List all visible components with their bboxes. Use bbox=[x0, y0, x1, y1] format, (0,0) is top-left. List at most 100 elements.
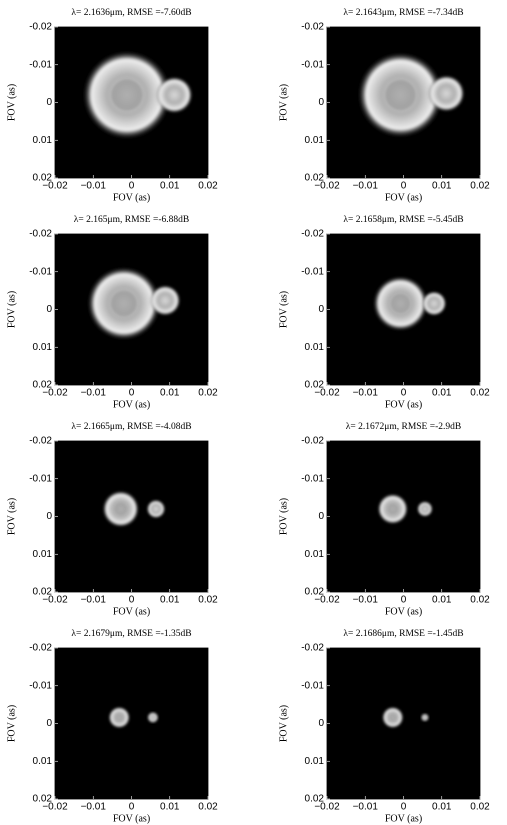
chart-title: λ= 2.1672μm, RMSE =-2.9dB bbox=[346, 422, 461, 432]
x-tick-label: 0.02 bbox=[198, 595, 218, 606]
companion-blob bbox=[427, 75, 465, 112]
chart-title: λ= 2.1658μm, RMSE =-5.45dB bbox=[343, 215, 463, 225]
image-background bbox=[327, 648, 480, 799]
x-tick-label: 0.02 bbox=[198, 388, 218, 399]
y-tick-label: 0.02 bbox=[305, 173, 325, 184]
image-panel bbox=[55, 234, 208, 385]
x-tick-label: −0.01 bbox=[353, 802, 379, 813]
y-axis-label: FOV (as) bbox=[278, 291, 289, 328]
y-tick-label: -0.01 bbox=[29, 473, 52, 484]
chart-title: λ= 2.1679μm, RMSE =-1.35dB bbox=[71, 629, 191, 639]
y-tick-label: 0.02 bbox=[305, 794, 325, 805]
x-tick-label: 0.01 bbox=[432, 181, 452, 192]
y-tick-label: -0.01 bbox=[301, 680, 324, 691]
chart-title: λ= 2.165μm, RMSE =-6.88dB bbox=[74, 215, 189, 225]
x-tick-label: 0.02 bbox=[198, 802, 218, 813]
x-tick-label: −0.02 bbox=[314, 388, 340, 399]
source-blob bbox=[387, 503, 399, 515]
x-tick-label: 0.01 bbox=[432, 802, 452, 813]
x-tick-label: 0.02 bbox=[470, 181, 490, 192]
x-tick-label: 0.01 bbox=[160, 388, 180, 399]
y-axis-label: FOV (as) bbox=[6, 291, 17, 328]
x-tick-label: 0.01 bbox=[160, 595, 180, 606]
y-tick-label: -0.01 bbox=[29, 59, 52, 70]
y-tick-label: 0.01 bbox=[33, 549, 53, 560]
chart-title: λ= 2.1665μm, RMSE =-4.08dB bbox=[71, 422, 191, 432]
y-tick-label: 0.02 bbox=[33, 587, 53, 598]
x-tick-label: −0.01 bbox=[353, 181, 379, 192]
y-axis-label: FOV (as) bbox=[6, 84, 17, 121]
x-tick-label: −0.02 bbox=[42, 181, 68, 192]
x-tick-label: 0 bbox=[401, 181, 407, 192]
y-tick-label: -0.02 bbox=[29, 22, 52, 33]
y-tick-label: 0 bbox=[46, 97, 52, 108]
x-tick-label: −0.02 bbox=[314, 802, 340, 813]
y-tick-label: -0.01 bbox=[301, 266, 324, 277]
companion-blob bbox=[149, 285, 181, 316]
source-blob bbox=[115, 713, 124, 722]
y-tick-label: 0.01 bbox=[305, 549, 325, 560]
x-tick-label: 0.01 bbox=[432, 595, 452, 606]
y-tick-label: 0.02 bbox=[33, 380, 53, 391]
x-axis-label: FOV (as) bbox=[113, 606, 150, 617]
x-axis-label: FOV (as) bbox=[113, 192, 150, 203]
y-tick-label: 0 bbox=[46, 511, 52, 522]
x-tick-label: −0.01 bbox=[353, 595, 379, 606]
y-tick-label: 0.01 bbox=[33, 342, 53, 353]
y-axis-label: FOV (as) bbox=[278, 84, 289, 121]
x-tick-label: −0.02 bbox=[314, 181, 340, 192]
x-tick-label: 0 bbox=[129, 181, 135, 192]
y-axis-label: FOV (as) bbox=[278, 705, 289, 742]
y-tick-label: 0.02 bbox=[33, 794, 53, 805]
source-blob bbox=[111, 79, 143, 111]
y-axis-label: FOV (as) bbox=[6, 705, 17, 742]
image-panel bbox=[327, 27, 480, 178]
companion-blob bbox=[421, 713, 429, 722]
x-tick-label: −0.01 bbox=[81, 181, 107, 192]
y-tick-label: 0.01 bbox=[305, 342, 325, 353]
x-tick-label: 0.01 bbox=[432, 388, 452, 399]
image-panel bbox=[327, 648, 480, 799]
source-blob bbox=[385, 79, 416, 110]
y-tick-label: 0 bbox=[318, 97, 324, 108]
x-axis-label: FOV (as) bbox=[385, 399, 422, 410]
x-tick-label: 0 bbox=[401, 595, 407, 606]
y-tick-label: 0.01 bbox=[305, 756, 325, 767]
y-tick-label: 0 bbox=[318, 718, 324, 729]
x-axis-label: FOV (as) bbox=[113, 399, 150, 410]
y-tick-label: -0.01 bbox=[301, 473, 324, 484]
x-tick-label: 0.01 bbox=[160, 181, 180, 192]
companion-blob bbox=[421, 291, 447, 316]
x-tick-label: 0 bbox=[401, 388, 407, 399]
y-tick-label: 0.02 bbox=[305, 380, 325, 391]
y-tick-label: -0.02 bbox=[301, 436, 324, 447]
source-blob bbox=[110, 290, 137, 317]
x-tick-label: −0.02 bbox=[42, 388, 68, 399]
y-tick-label: -0.01 bbox=[29, 266, 52, 277]
chart-title: λ= 2.1643μm, RMSE =-7.34dB bbox=[343, 8, 463, 18]
y-tick-label: -0.02 bbox=[301, 643, 324, 654]
chart-title: λ= 2.1636μm, RMSE =-7.60dB bbox=[71, 8, 191, 18]
x-tick-label: 0.01 bbox=[160, 802, 180, 813]
y-tick-label: 0 bbox=[46, 718, 52, 729]
y-axis-label: FOV (as) bbox=[278, 498, 289, 535]
y-tick-label: -0.01 bbox=[301, 59, 324, 70]
y-tick-label: -0.02 bbox=[29, 643, 52, 654]
x-tick-label: −0.01 bbox=[81, 802, 107, 813]
x-tick-label: 0 bbox=[401, 802, 407, 813]
y-tick-label: -0.02 bbox=[29, 229, 52, 240]
x-tick-label: −0.02 bbox=[42, 802, 68, 813]
companion-blob bbox=[417, 501, 433, 517]
image-panel bbox=[327, 234, 480, 385]
x-tick-label: 0 bbox=[129, 595, 135, 606]
source-blob bbox=[114, 502, 128, 516]
source-blob bbox=[389, 713, 397, 722]
x-axis-label: FOV (as) bbox=[113, 813, 150, 824]
x-tick-label: 0.02 bbox=[198, 181, 218, 192]
image-panel bbox=[55, 27, 208, 178]
y-tick-label: 0 bbox=[318, 511, 324, 522]
image-background bbox=[55, 648, 208, 799]
x-tick-label: 0 bbox=[129, 802, 135, 813]
x-tick-label: −0.01 bbox=[81, 388, 107, 399]
